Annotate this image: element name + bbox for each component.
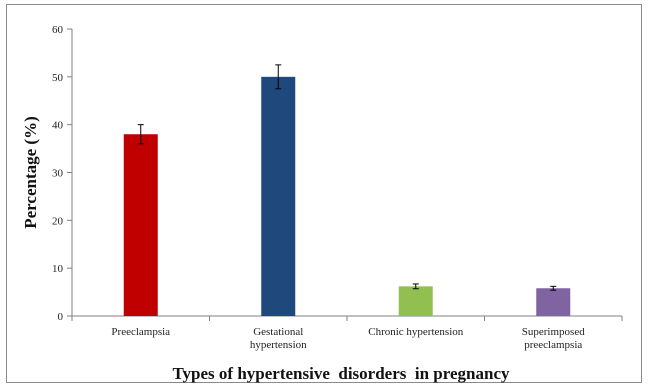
x-tick-label: Gestational	[253, 326, 303, 338]
x-tick-label: hypertension	[250, 339, 307, 351]
y-tick-label: 10	[52, 263, 64, 275]
bar	[536, 288, 571, 316]
y-tick-label: 40	[52, 120, 64, 132]
bar	[123, 134, 158, 316]
y-tick-label: 60	[52, 24, 64, 36]
bar	[398, 286, 433, 316]
y-tick-label: 20	[52, 215, 64, 227]
y-tick-label: 50	[52, 72, 64, 84]
y-axis-label: Percentage (%)	[21, 116, 40, 229]
bar	[261, 76, 296, 316]
x-tick-label: preeclampsia	[524, 339, 582, 351]
bars	[123, 64, 571, 316]
y-tick-label: 0	[58, 311, 64, 323]
x-tick-label: Superimposed	[522, 326, 585, 338]
axes	[67, 28, 623, 321]
chart-frame	[6, 4, 642, 383]
x-axis-label: Types of hypertensive disorders in pregn…	[172, 364, 510, 383]
x-tick-label: Chronic hypertension	[368, 326, 464, 338]
x-tick-label: Preeclampsia	[111, 326, 170, 338]
y-tick-label: 30	[52, 168, 64, 180]
labels: 0 10 20 30 40 50 60 Preeclampsia Gestationalhype…	[52, 24, 585, 351]
